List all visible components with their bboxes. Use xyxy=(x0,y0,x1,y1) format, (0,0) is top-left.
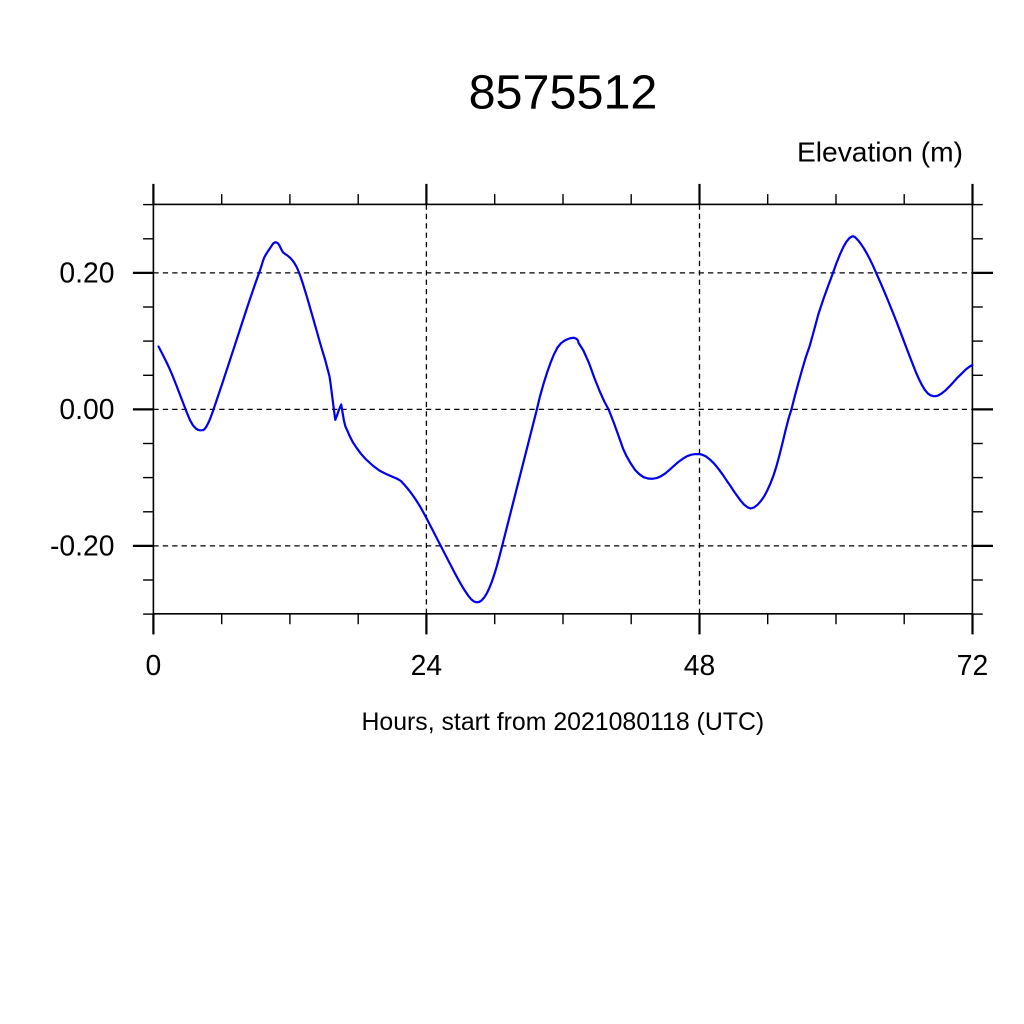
svg-text:Hours, start from 2021080118 (: Hours, start from 2021080118 (UTC) xyxy=(361,709,764,736)
svg-text:24: 24 xyxy=(411,649,442,681)
svg-text:0.20: 0.20 xyxy=(59,257,114,289)
svg-text:Elevation (m): Elevation (m) xyxy=(797,136,963,168)
svg-text:-0.20: -0.20 xyxy=(50,530,115,562)
svg-text:0.00: 0.00 xyxy=(59,393,114,425)
svg-text:48: 48 xyxy=(684,649,715,681)
svg-text:0: 0 xyxy=(146,649,162,681)
svg-text:72: 72 xyxy=(957,649,988,681)
svg-text:8575512: 8575512 xyxy=(469,65,658,119)
